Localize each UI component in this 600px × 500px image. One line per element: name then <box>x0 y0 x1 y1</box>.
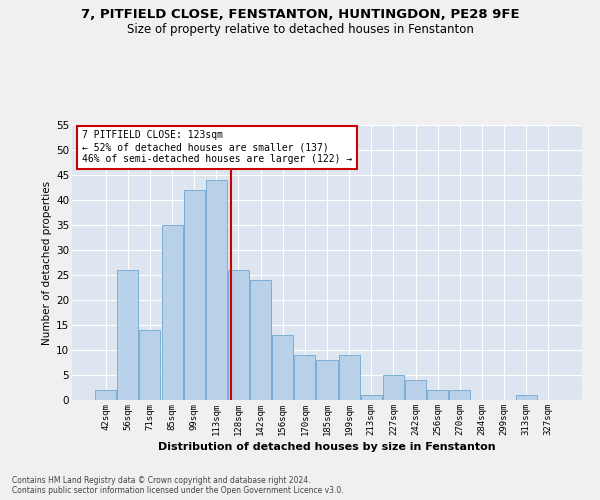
Bar <box>184 190 205 400</box>
Bar <box>118 270 139 400</box>
Bar <box>361 395 382 400</box>
Bar <box>338 355 359 400</box>
Bar <box>228 270 249 400</box>
Bar <box>449 390 470 400</box>
Bar <box>161 225 182 400</box>
Bar <box>316 360 338 400</box>
Bar <box>427 390 448 400</box>
Bar <box>272 335 293 400</box>
Bar <box>206 180 227 400</box>
Bar <box>250 280 271 400</box>
Bar <box>405 380 426 400</box>
Bar <box>95 390 116 400</box>
Bar <box>139 330 160 400</box>
Text: 7, PITFIELD CLOSE, FENSTANTON, HUNTINGDON, PE28 9FE: 7, PITFIELD CLOSE, FENSTANTON, HUNTINGDO… <box>80 8 520 20</box>
Bar <box>383 375 404 400</box>
Text: Distribution of detached houses by size in Fenstanton: Distribution of detached houses by size … <box>158 442 496 452</box>
Text: 7 PITFIELD CLOSE: 123sqm
← 52% of detached houses are smaller (137)
46% of semi-: 7 PITFIELD CLOSE: 123sqm ← 52% of detach… <box>82 130 352 164</box>
Bar <box>515 395 536 400</box>
Bar <box>295 355 316 400</box>
Y-axis label: Number of detached properties: Number of detached properties <box>42 180 52 344</box>
Text: Contains HM Land Registry data © Crown copyright and database right 2024.
Contai: Contains HM Land Registry data © Crown c… <box>12 476 344 495</box>
Text: Size of property relative to detached houses in Fenstanton: Size of property relative to detached ho… <box>127 22 473 36</box>
